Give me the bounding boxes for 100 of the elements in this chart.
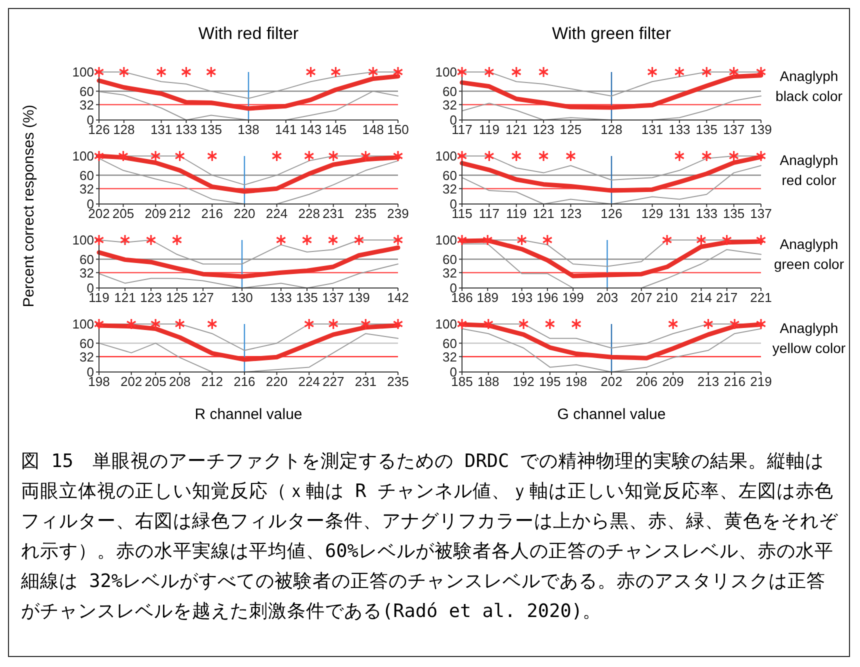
y-tick-label: 100 — [72, 316, 94, 332]
x-tick-label: 129 — [641, 206, 664, 222]
x-tick-label: 130 — [231, 290, 253, 306]
x-tick-label: 231 — [322, 206, 344, 222]
x-tick-label: 213 — [697, 374, 720, 390]
x-tick-label: 235 — [387, 374, 409, 390]
text: Anaglyph green color — [772, 235, 846, 274]
y-tick-label: 60 — [442, 84, 457, 99]
y-tick-label: 60 — [442, 168, 457, 183]
x-tick-label: 131 — [150, 122, 172, 138]
x-tick-label: 192 — [512, 374, 534, 390]
x-tick-label: 224 — [298, 374, 320, 390]
chart-title: With red filter — [197, 24, 300, 44]
x-tick-label: 206 — [636, 374, 658, 390]
y-tick-label: 32 — [442, 181, 457, 196]
x-tick-label: 123 — [532, 122, 554, 138]
text: Anaglyph yellow color — [771, 319, 847, 358]
x-tick-label: 196 — [536, 290, 558, 306]
x-tick-label: 141 — [275, 122, 297, 138]
x-tick-label: 143 — [300, 122, 322, 138]
x-tick-label: 138 — [238, 122, 260, 138]
x-tick-label: 212 — [168, 206, 191, 222]
x-tick-label: 128 — [113, 122, 135, 138]
y-tick-label: 60 — [80, 168, 94, 183]
y-tick-label: 32 — [442, 265, 457, 280]
x-tick-label: 231 — [354, 374, 377, 390]
x-tick-label: 220 — [266, 374, 288, 390]
x-tick-label: 219 — [750, 374, 772, 390]
y-tick-label: 60 — [442, 336, 457, 351]
y-tick-label: 32 — [80, 349, 94, 364]
x-tick-label: 121 — [114, 290, 136, 306]
x-tick-label: 195 — [539, 374, 561, 390]
y-tick-label: 32 — [80, 97, 94, 112]
x-tick-label: 202 — [600, 374, 622, 390]
x-tick-label: 216 — [724, 374, 746, 390]
y-tick-label: 100 — [72, 232, 94, 248]
x-tick-label: 137 — [750, 206, 772, 222]
x-tick-label: 123 — [140, 290, 162, 306]
y-tick-label: 100 — [72, 148, 94, 164]
x-tick-label: 117 — [478, 206, 500, 222]
x-tick-label: 127 — [192, 290, 214, 306]
x-tick-label: 207 — [630, 290, 652, 306]
x-tick-label: 119 — [478, 122, 500, 138]
x-tick-label: 145 — [324, 122, 347, 138]
x-tick-label: 202 — [120, 374, 142, 390]
caption: 図 15 単眼視のアーチファクトを測定するための DRDC での精神物理的実験の結果。縦軸は両眼立体視の正しい知覚反応（ｘ軸は R チャンネル値、ｙ軸は正しい知覚反応率、左図は赤色フィルター、右図は緑色フィルター条件、アナグリフカラーは上から黒、赤、緑、黄色をそれぞれ示す）。赤の水平実線は平均値、60%レベルが被験者各人の正答のチャンスレベル、赤の水平細線は 32%レベルがすべての被験者の正答のチャンスレベルである。赤のアスタリスクは正答がチャンスレベルを越えた刺激条件である(Radó et al. 2020)。 — [21, 450, 839, 624]
x-tick-label: 221 — [750, 290, 772, 306]
text: Anaglyph black color — [774, 67, 844, 106]
x-tick-label: 210 — [656, 290, 678, 306]
x-tick-label: 212 — [201, 374, 223, 390]
x-tick-label: 126 — [600, 206, 622, 222]
x-tick-label: 189 — [476, 290, 498, 306]
x-tick-label: 121 — [532, 206, 554, 222]
x-tick-label: 123 — [560, 206, 582, 222]
x-tick-label: 133 — [270, 290, 292, 306]
x-tick-label: 224 — [266, 206, 288, 222]
x-tick-label: 135 — [296, 290, 318, 306]
x-tick-label: 228 — [298, 206, 320, 222]
x-tick-label: 135 — [722, 206, 745, 222]
x-tick-label: 227 — [322, 374, 344, 390]
y-tick-label: 100 — [435, 148, 457, 164]
y-tick-label: 100 — [435, 232, 457, 248]
x-tick-label: 199 — [562, 290, 584, 306]
x-tick-label: 139 — [348, 290, 370, 306]
x-tick-label: 188 — [478, 374, 500, 390]
chart-title: With green filter — [550, 24, 672, 44]
y-tick-label: 100 — [72, 64, 94, 80]
text: Anaglyph red color — [778, 151, 840, 190]
x-tick-label: 216 — [201, 206, 223, 222]
x-tick-label: 135 — [200, 122, 222, 138]
y-tick-label: 60 — [80, 252, 94, 267]
x-tick-label: 208 — [168, 374, 191, 390]
y-tick-label: 100 — [435, 316, 457, 332]
x-axis-title: R channel value — [194, 406, 304, 423]
x-tick-label: 137 — [722, 122, 745, 138]
x-tick-label: 133 — [668, 122, 690, 138]
y-tick-label: 32 — [442, 349, 457, 364]
x-tick-label: 148 — [362, 122, 384, 138]
x-tick-label: 209 — [144, 206, 166, 222]
x-tick-label: 209 — [662, 374, 684, 390]
x-tick-label: 128 — [600, 122, 622, 138]
x-tick-label: 193 — [510, 290, 533, 306]
y-tick-label: 32 — [442, 97, 457, 112]
x-tick-label: 133 — [175, 122, 198, 138]
x-tick-label: 139 — [750, 122, 772, 138]
x-tick-label: 125 — [166, 290, 188, 306]
x-tick-label: 235 — [354, 206, 377, 222]
y-tick-label: 32 — [80, 265, 94, 280]
y-tick-label: 60 — [442, 252, 457, 267]
x-axis-title: G channel value — [556, 406, 667, 423]
x-tick-label: 239 — [387, 206, 409, 222]
x-tick-label: 135 — [696, 122, 718, 138]
x-tick-label: 220 — [234, 206, 256, 222]
y-tick-label: 60 — [80, 84, 94, 99]
x-tick-label: 131 — [668, 206, 690, 222]
x-tick-label: 131 — [641, 122, 664, 138]
x-tick-label: 205 — [112, 206, 134, 222]
x-tick-label: 150 — [387, 122, 409, 138]
x-tick-label: 121 — [506, 122, 528, 138]
x-tick-label: 137 — [322, 290, 344, 306]
